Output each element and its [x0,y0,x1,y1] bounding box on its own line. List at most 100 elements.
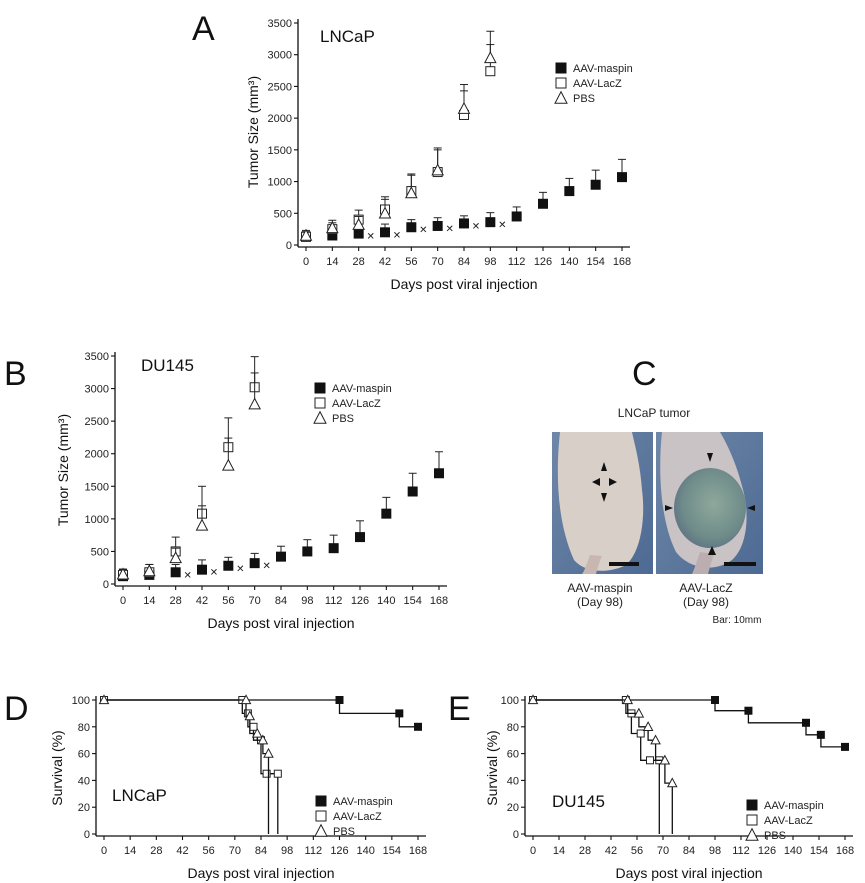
y-tick-label: 60 [78,749,90,761]
x-tick-label: 154 [810,845,828,857]
data-point [484,51,497,64]
survival-point [666,777,678,788]
data-point [116,567,130,580]
chart-title: DU145 [552,792,605,811]
x-tick-label: 140 [356,845,374,857]
legend-label: AAV-maspin [333,796,393,808]
x-tick-label: 42 [176,845,188,857]
x-tick-label: 70 [432,256,444,268]
y-tick-label: 3500 [268,18,292,30]
x-tick-label: 70 [229,845,241,857]
data-point [353,228,364,239]
y-tick-label: 3500 [85,351,109,363]
data-point [431,163,444,176]
x-tick-label: 140 [377,595,395,607]
data-point [538,198,548,209]
significance-mark: ✕ [445,224,453,235]
chart-title: LNCaP [112,786,167,805]
panel-letter-b: B [4,355,27,393]
x-tick-label: 168 [430,595,448,607]
survival-point [273,769,282,778]
data-point [276,551,286,562]
survival-point [335,696,344,704]
y-tick-label: 40 [507,775,519,787]
chart-title: DU145 [141,356,194,375]
legend-label: AAV-LacZ [764,815,813,827]
survival-point [395,709,404,718]
panel-letter-a: A [192,10,215,48]
legend-label: AAV-maspin [573,63,633,75]
x-tick-label: 14 [553,845,565,857]
data-point [355,532,365,543]
photo-aav-lacz [656,432,763,574]
y-tick-label: 1000 [85,514,109,526]
significance-mark: ✕ [236,564,244,575]
survival-point [414,722,422,731]
x-tick-label: 0 [303,256,309,268]
y-tick-label: 2000 [268,113,292,125]
photo-left-caption-2: (Day 98) [577,595,623,609]
x-tick-label: 56 [222,595,234,607]
survival-point [650,734,661,745]
data-point [378,206,392,219]
y-tick-label: 2500 [85,416,109,428]
survival-point [257,734,269,745]
panel-letter-c: C [632,355,657,393]
data-point [302,546,313,557]
survival-line-open-triangle [533,699,673,834]
survival-point [711,696,719,704]
y-tick-label: 2500 [268,81,292,93]
legend-label: AAV-maspin [764,800,824,812]
x-tick-label: 0 [530,845,536,857]
survival-point [633,707,645,718]
significance-mark: ✕ [419,225,427,236]
y-tick-label: 60 [507,749,519,761]
survival-line-filled-square [533,699,845,748]
survival-point [240,694,252,705]
survival-point [744,706,753,715]
data-point [299,228,313,241]
y-tick-label: 80 [507,722,519,734]
significance-mark: ✕ [498,220,506,231]
y-tick-label: 2000 [85,449,109,461]
survival-point [622,694,634,705]
x-tick-label: 70 [249,595,261,607]
data-point [352,217,365,230]
survival-point [816,730,825,739]
survival-line-filled-square [104,699,418,728]
data-point [511,211,522,222]
legend-marker [746,814,758,826]
x-axis-label: Days post viral injection [390,276,537,292]
y-tick-label: 0 [103,579,109,591]
significance-mark: ✕ [393,230,401,241]
data-point [485,217,496,228]
photo-right-caption-1: AAV-LacZ [679,581,732,595]
data-point [564,186,575,197]
tumor-photo-panel: LNCaP tumor [552,406,763,626]
data-point [380,227,390,238]
tumor-growth-chart-lncap: 0 500 1000 1500 2000 2500 3000 3500 0 14 28 42 56 70 8… [245,18,633,292]
x-tick-label: 154 [403,595,421,607]
legend: AAV-maspin AAV-LacZ PBS [313,382,392,425]
photo-title: LNCaP tumor [618,406,690,420]
x-tick-label: 126 [534,256,552,268]
data-point [222,458,235,471]
y-tick-label: 0 [513,829,519,841]
y-tick-label: 0 [286,240,292,252]
x-tick-label: 154 [383,845,401,857]
data-point [457,101,471,114]
data-point [407,486,418,497]
survival-point [263,747,274,758]
survival-point [636,729,645,738]
x-tick-label: 112 [305,845,323,857]
x-tick-label: 28 [579,845,591,857]
x-tick-label: 98 [281,845,293,857]
x-tick-label: 14 [124,845,136,857]
survival-point [659,754,671,765]
x-tick-label: 28 [353,256,365,268]
survival-point [249,722,258,731]
data-point [590,179,601,190]
legend-label: PBS [332,413,354,425]
survival-point [527,694,539,705]
data-point [326,221,339,234]
